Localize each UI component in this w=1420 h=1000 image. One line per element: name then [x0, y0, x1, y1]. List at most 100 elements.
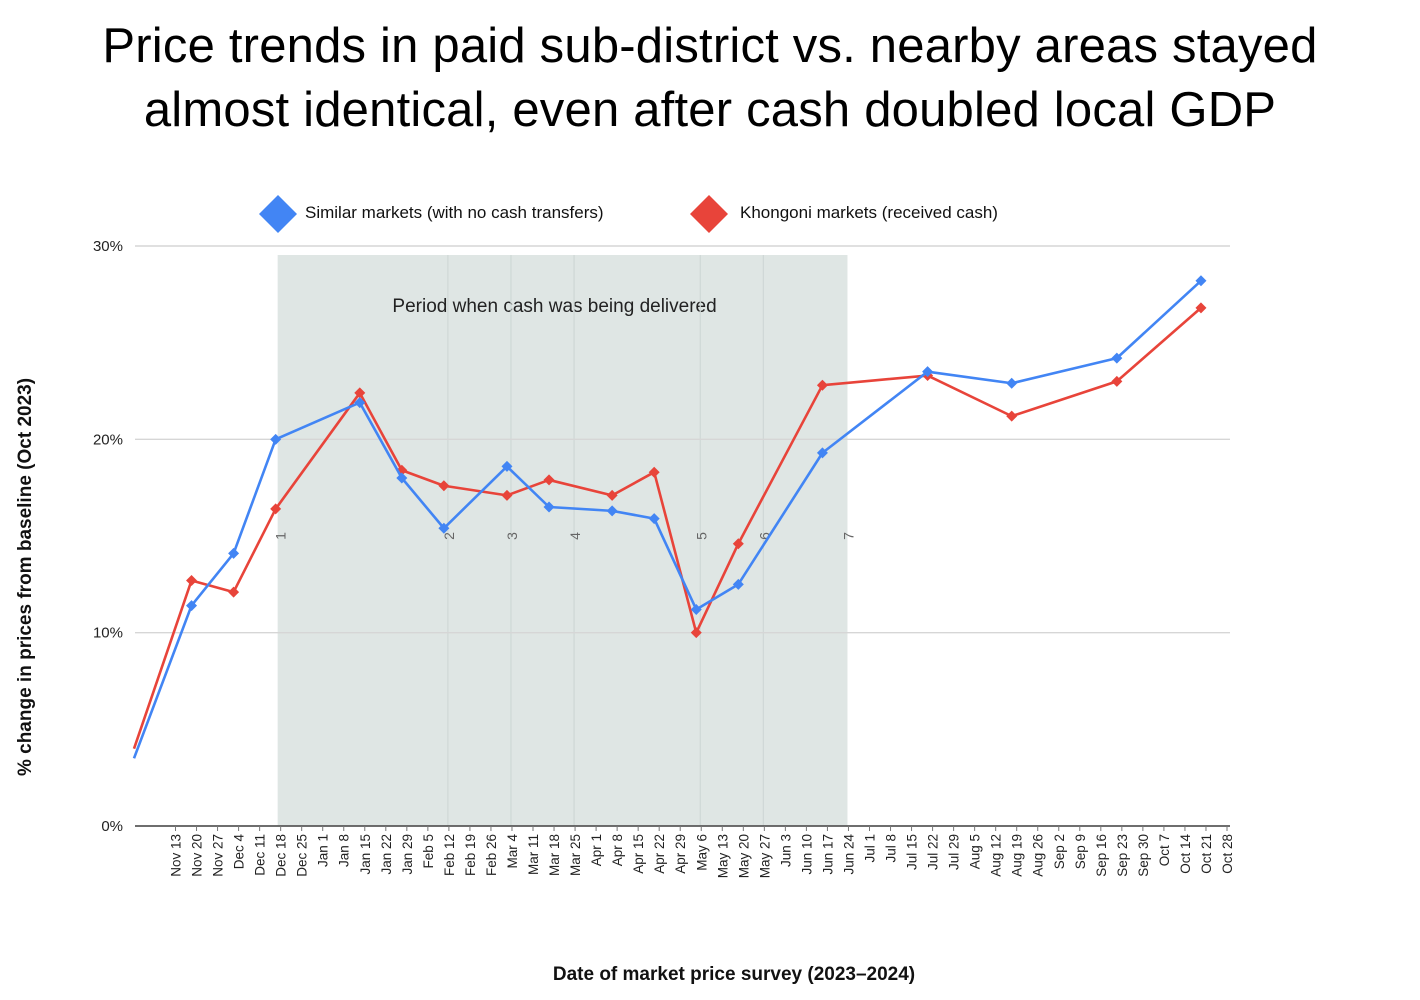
- data-point[interactable]: [922, 366, 934, 378]
- data-point[interactable]: [438, 480, 450, 492]
- x-tick-label: Jun 3: [778, 834, 793, 867]
- shaded-period-band: [277, 255, 848, 826]
- series-similar-markets: [132, 275, 1207, 759]
- data-point[interactable]: [606, 489, 618, 501]
- legend-marker: [259, 195, 297, 233]
- x-tick-label: Jan 22: [379, 834, 394, 875]
- period-marker-4: 4: [567, 532, 583, 540]
- data-point[interactable]: [1111, 375, 1123, 387]
- data-point[interactable]: [1195, 302, 1207, 314]
- data-point[interactable]: [354, 387, 366, 399]
- series-layer: [132, 275, 1207, 759]
- x-tick-label: Jan 8: [337, 834, 352, 867]
- x-tick-label: Jul 8: [884, 834, 899, 863]
- x-tick-label: Mar 25: [568, 834, 583, 876]
- period-marker-1: 1: [273, 532, 289, 540]
- data-point[interactable]: [1006, 377, 1018, 389]
- x-tick-label: Feb 19: [463, 834, 478, 876]
- x-tick-label: Jan 29: [400, 834, 415, 875]
- period-marker-3: 3: [504, 532, 520, 540]
- legend-marker: [690, 195, 728, 233]
- x-tick-label: Feb 12: [442, 834, 457, 876]
- x-tick-label: Sep 9: [1073, 834, 1088, 869]
- axes: Nov 13 Nov 20 Nov 27 Dec 4 Dec 11 Dec 18 Dec 2…: [15, 378, 1235, 985]
- series-khongoni-markets: [132, 302, 1207, 750]
- x-tick-label: Aug 12: [989, 834, 1004, 877]
- data-point[interactable]: [690, 627, 702, 639]
- x-tick-label: Sep 23: [1115, 834, 1130, 877]
- x-tick-label: Dec 11: [253, 834, 268, 876]
- data-point[interactable]: [690, 603, 702, 615]
- data-point[interactable]: [354, 397, 366, 409]
- x-tick-label: Sep 30: [1136, 834, 1151, 877]
- period-marker-2: 2: [441, 532, 457, 540]
- legend: Similar markets (with no cash transfers)…: [259, 195, 998, 233]
- data-point[interactable]: [501, 489, 513, 501]
- data-point[interactable]: [606, 505, 618, 517]
- data-point[interactable]: [543, 501, 555, 513]
- x-tick-label: May 13: [715, 834, 730, 878]
- data-point[interactable]: [228, 547, 240, 559]
- data-point[interactable]: [270, 503, 282, 515]
- x-tick-label: Jul 29: [947, 834, 962, 870]
- series-line: [132, 279, 1202, 759]
- data-point[interactable]: [648, 466, 660, 478]
- x-tick-label: Jul 1: [862, 834, 877, 863]
- x-tick-label: Jan 15: [358, 834, 373, 875]
- data-point[interactable]: [816, 379, 828, 391]
- data-point[interactable]: [438, 522, 450, 534]
- x-tick-label: Dec 4: [232, 834, 247, 870]
- y-tick-label: 20%: [93, 431, 123, 448]
- x-tick-label: Sep 16: [1094, 834, 1109, 877]
- x-tick-label: Aug 19: [1010, 834, 1025, 877]
- data-point[interactable]: [543, 474, 555, 486]
- data-point[interactable]: [1111, 352, 1123, 364]
- x-tick-label: Dec 18: [274, 834, 289, 877]
- data-point[interactable]: [186, 600, 198, 612]
- x-tick-label: Apr 8: [610, 834, 625, 866]
- legend-item-khongoni[interactable]: Khongoni markets (received cash): [690, 195, 998, 233]
- data-point[interactable]: [1006, 410, 1018, 422]
- x-tick-label: Jun 17: [820, 834, 835, 875]
- x-tick-label: Apr 1: [589, 834, 604, 866]
- y-tick-label: 10%: [93, 625, 123, 642]
- data-point[interactable]: [396, 472, 408, 484]
- x-tick-label: Nov 27: [211, 834, 226, 877]
- x-tick-label: Oct 21: [1199, 834, 1214, 874]
- x-tick-label: Jul 15: [905, 834, 920, 870]
- data-point[interactable]: [732, 578, 744, 590]
- x-tick-label: Oct 7: [1157, 834, 1172, 866]
- legend-label: Similar markets (with no cash transfers): [305, 203, 604, 222]
- data-point[interactable]: [816, 447, 828, 459]
- data-point[interactable]: [228, 586, 240, 598]
- x-tick-label: Jun 24: [841, 834, 856, 875]
- x-tick-label: Jan 1: [316, 834, 331, 867]
- x-tick-label: Oct 28: [1220, 834, 1235, 874]
- legend-item-similar[interactable]: Similar markets (with no cash transfers): [259, 195, 604, 233]
- x-tick-label: Mar 4: [505, 834, 520, 869]
- x-tick-label: Apr 15: [631, 834, 646, 874]
- period-marker-6: 6: [756, 532, 772, 540]
- x-tick-label: Feb 5: [421, 834, 436, 869]
- x-axis-title: Date of market price survey (2023–2024): [553, 964, 915, 985]
- x-tick-label: Nov 13: [169, 834, 184, 877]
- data-point[interactable]: [648, 513, 660, 525]
- x-tick-label: Oct 14: [1178, 834, 1193, 874]
- y-axis-title: % change in prices from baseline (Oct 20…: [15, 378, 36, 776]
- x-tick-label: Sep 2: [1052, 834, 1067, 869]
- data-point[interactable]: [186, 574, 198, 586]
- legend-label: Khongoni markets (received cash): [740, 203, 998, 222]
- y-tick-label: 0%: [101, 818, 123, 835]
- x-tick-label: Feb 26: [484, 834, 499, 876]
- data-point[interactable]: [1195, 275, 1207, 287]
- chart-title-line-1: Price trends in paid sub-district vs. ne…: [102, 19, 1318, 73]
- x-tick-label: May 6: [694, 834, 709, 871]
- x-tick-label: May 27: [757, 834, 772, 878]
- data-point[interactable]: [732, 538, 744, 550]
- chart-title: Price trends in paid sub-district vs. ne…: [0, 14, 1420, 142]
- data-point[interactable]: [501, 460, 513, 472]
- x-tick-label: Mar 11: [526, 834, 541, 875]
- x-tick-label: Mar 18: [547, 834, 562, 876]
- data-point[interactable]: [270, 433, 282, 445]
